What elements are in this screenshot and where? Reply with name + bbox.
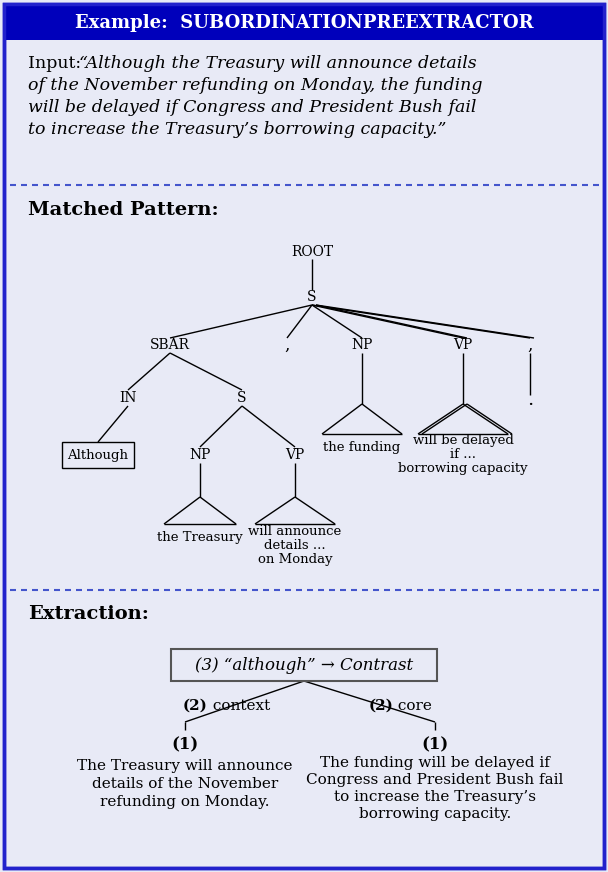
Text: Extraction:: Extraction: (28, 605, 149, 623)
Text: Matched Pattern:: Matched Pattern: (28, 201, 219, 219)
Text: Input:: Input: (28, 56, 86, 72)
Text: Although: Although (67, 448, 128, 461)
Text: ,: , (527, 337, 533, 353)
Text: ,: , (285, 337, 289, 353)
Text: borrowing capacity: borrowing capacity (398, 461, 528, 474)
Text: on Monday: on Monday (258, 553, 333, 566)
Text: VP: VP (454, 338, 472, 352)
Text: Congress and President Bush fail: Congress and President Bush fail (306, 773, 564, 787)
Text: The funding will be delayed if: The funding will be delayed if (320, 756, 550, 770)
Text: will be delayed if Congress and President Bush fail: will be delayed if Congress and Presiden… (28, 99, 477, 117)
Text: IN: IN (119, 391, 137, 405)
Text: refunding on Monday.: refunding on Monday. (100, 795, 270, 809)
Text: .: . (527, 391, 533, 409)
Text: SBAR: SBAR (150, 338, 190, 352)
Text: the funding: the funding (323, 440, 401, 453)
Text: NP: NP (351, 338, 373, 352)
Text: (1): (1) (171, 737, 199, 753)
Text: of the November refunding on Monday, the funding: of the November refunding on Monday, the… (28, 78, 483, 94)
Text: details of the November: details of the November (92, 777, 278, 791)
Text: S: S (307, 290, 317, 304)
Text: (3) “although” → Contrast: (3) “although” → Contrast (195, 657, 413, 673)
Text: VP: VP (285, 448, 305, 462)
Text: NP: NP (189, 448, 211, 462)
Text: Example:  SUBORDINATIONPREEXTRACTOR: Example: SUBORDINATIONPREEXTRACTOR (75, 14, 533, 32)
Bar (4, 4, 604, 40)
Bar (62, 442, 134, 468)
Text: details ...: details ... (264, 539, 326, 551)
Bar (171, 649, 437, 681)
Text: (2): (2) (183, 699, 208, 713)
Text: context: context (208, 699, 270, 713)
Text: will be delayed: will be delayed (413, 433, 513, 446)
Text: (1): (1) (421, 737, 449, 753)
Text: borrowing capacity.: borrowing capacity. (359, 807, 511, 821)
Text: ROOT: ROOT (291, 245, 333, 259)
Text: to increase the Treasury’s: to increase the Treasury’s (334, 790, 536, 804)
Text: the Treasury: the Treasury (157, 530, 243, 543)
Text: to increase the Treasury’s borrowing capacity.”: to increase the Treasury’s borrowing cap… (28, 121, 446, 139)
Text: “Although the Treasury will announce details: “Although the Treasury will announce det… (79, 56, 477, 72)
Text: S: S (237, 391, 247, 405)
Text: core: core (393, 699, 432, 713)
Text: will announce: will announce (249, 524, 342, 537)
Text: if ...: if ... (450, 447, 476, 460)
Text: (2): (2) (368, 699, 393, 713)
Text: The Treasury will announce: The Treasury will announce (77, 759, 292, 773)
